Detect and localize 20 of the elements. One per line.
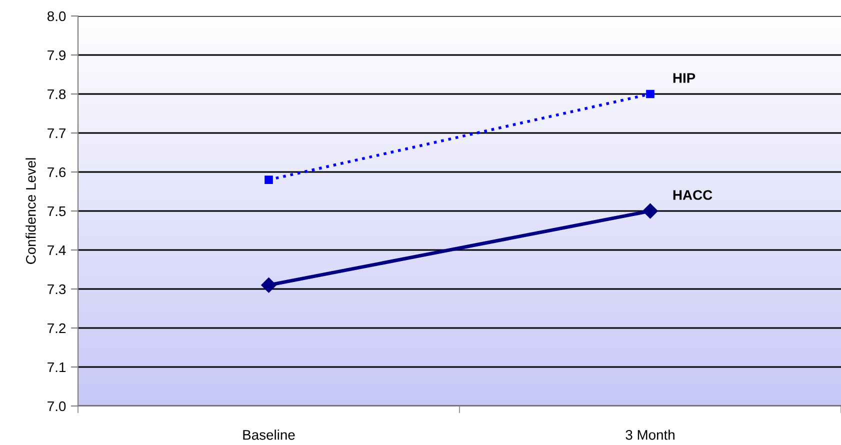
point: [642, 203, 658, 219]
x-tick-label: Baseline: [243, 430, 295, 440]
y-axis-title: Confidence Level: [26, 158, 36, 264]
y-tick-label: 7.4: [48, 245, 66, 256]
y-tick-label: 7.7: [48, 128, 66, 138]
series-label: HIP: [673, 73, 696, 83]
point: [646, 90, 654, 98]
y-tick-label: 8.0: [47, 11, 66, 22]
y-tick-label: 7.5: [48, 206, 66, 216]
series-label: HACC: [673, 190, 712, 200]
point: [264, 176, 273, 184]
y-tick-label: 7.2: [48, 323, 66, 334]
y-tick-label: 7.8: [48, 89, 66, 100]
y-tick-label: 7.6: [48, 167, 66, 178]
y-tick-label: 7.3: [48, 284, 66, 294]
y-tick-label: 7.9: [48, 50, 66, 60]
y-tick-label: 7.0: [48, 401, 66, 412]
point: [261, 278, 276, 293]
x-tick-label: 3 Month: [626, 430, 674, 440]
y-tick-label: 7.1: [48, 362, 66, 372]
